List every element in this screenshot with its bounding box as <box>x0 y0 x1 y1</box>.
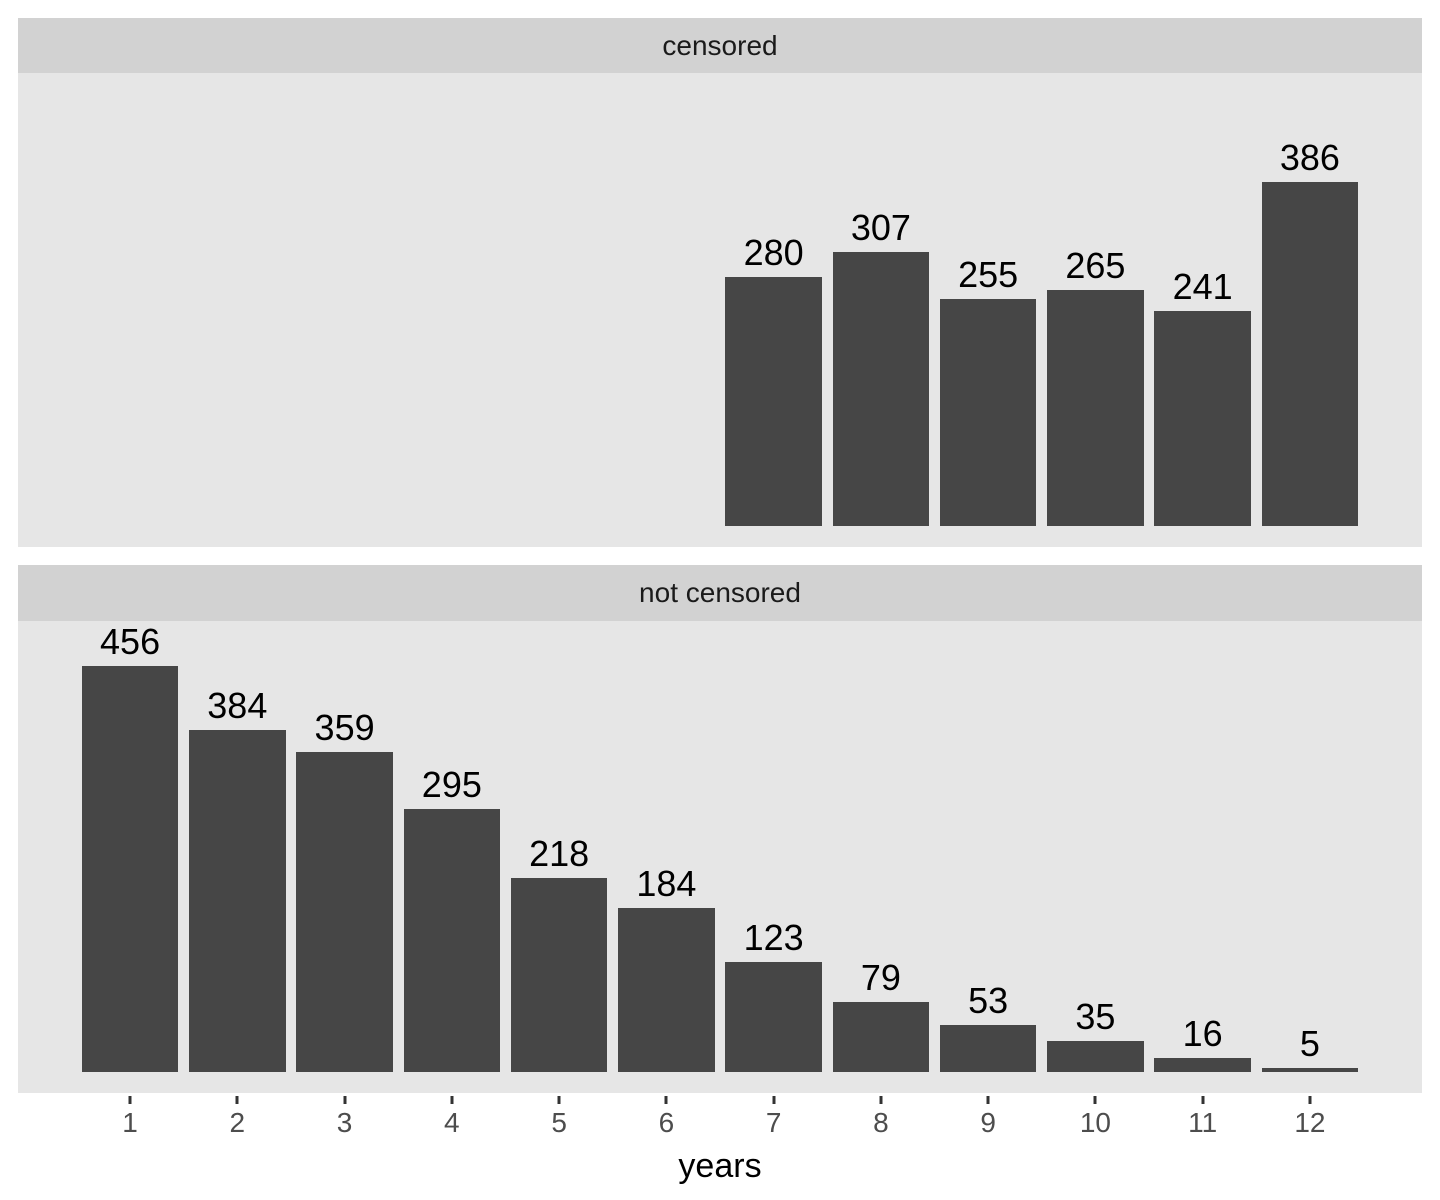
bar <box>1047 289 1144 526</box>
bar <box>618 908 715 1072</box>
x-tick-mark <box>1201 1096 1205 1104</box>
bar-value-label: 123 <box>743 917 804 959</box>
bar-value-label: 241 <box>1172 266 1233 308</box>
x-tick-mark <box>1093 1096 1097 1104</box>
bar-value-label: 35 <box>1075 995 1116 1037</box>
bar <box>939 298 1037 526</box>
x-tick-label: 10 <box>1079 1107 1111 1138</box>
x-tick-label: 1 <box>122 1107 138 1138</box>
bar-value-label: 218 <box>529 832 590 874</box>
bar <box>296 752 393 1072</box>
bar-value-label: 359 <box>314 707 375 749</box>
x-tick-label: 12 <box>1294 1107 1326 1138</box>
bar <box>510 877 608 1072</box>
facet-panel-not-censored: 456 384 359 295 218 184 123 79 53 35 16 5 <box>18 621 1422 1093</box>
bar-value-label: 307 <box>850 207 911 249</box>
x-tick-mark <box>664 1096 668 1104</box>
x-tick-mark <box>772 1096 776 1104</box>
bar-value-label: 16 <box>1182 1012 1223 1054</box>
bar-value-label: 184 <box>636 863 697 905</box>
x-axis-title: years <box>678 1147 762 1185</box>
x-tick-label: 8 <box>873 1107 889 1138</box>
x-tick-label: 5 <box>551 1107 567 1138</box>
bar-value-label: 280 <box>743 231 804 273</box>
x-tick-mark <box>235 1096 239 1104</box>
bar-value-label: 295 <box>421 764 482 806</box>
bar-value-label: 255 <box>958 253 1019 295</box>
facet-strip-censored: censored <box>18 18 1422 73</box>
x-tick-label: 2 <box>229 1107 246 1138</box>
bar-value-label: 384 <box>207 684 268 726</box>
bar <box>81 665 179 1072</box>
facet-strip-not-censored: not censored <box>18 565 1422 621</box>
facet-panel-censored: 280 307 255 265 241 386 <box>18 73 1422 547</box>
bar-value-label: 5 <box>1299 1022 1320 1064</box>
bar <box>725 962 822 1072</box>
bar-value-label: 386 <box>1279 137 1340 179</box>
bar <box>403 809 501 1072</box>
x-tick-mark <box>879 1096 883 1104</box>
bar <box>1154 311 1251 526</box>
x-tick-label: 6 <box>658 1107 675 1138</box>
x-tick-mark <box>986 1096 990 1104</box>
x-axis: 1 2 3 4 5 6 7 8 9 10 11 12 <box>18 1093 1422 1145</box>
bar-value-label: 53 <box>968 979 1009 1021</box>
facet-strip-label: not censored <box>639 577 801 608</box>
x-tick-mark <box>1308 1096 1312 1104</box>
bar <box>832 252 930 526</box>
x-tick-label: 4 <box>444 1107 460 1138</box>
x-tick-label: 3 <box>336 1107 353 1138</box>
x-tick-label: 9 <box>980 1107 996 1138</box>
bar <box>939 1024 1037 1072</box>
x-tick-mark <box>450 1096 454 1104</box>
bar <box>1261 1067 1359 1072</box>
bar-value-label: 456 <box>100 620 161 662</box>
x-tick-label: 11 <box>1188 1107 1218 1138</box>
x-tick-mark <box>128 1096 132 1104</box>
bar-value-label: 79 <box>860 956 901 998</box>
x-tick-mark <box>557 1096 561 1104</box>
x-tick-label: 7 <box>765 1107 782 1138</box>
bar-value-label: 265 <box>1065 244 1126 286</box>
bar <box>832 1001 930 1072</box>
bar <box>1261 182 1359 526</box>
facet-strip-label: censored <box>662 29 778 61</box>
bar <box>189 729 286 1072</box>
x-tick-mark <box>343 1096 347 1104</box>
bar <box>1154 1057 1251 1072</box>
bar <box>725 276 822 526</box>
bar <box>1047 1040 1144 1072</box>
